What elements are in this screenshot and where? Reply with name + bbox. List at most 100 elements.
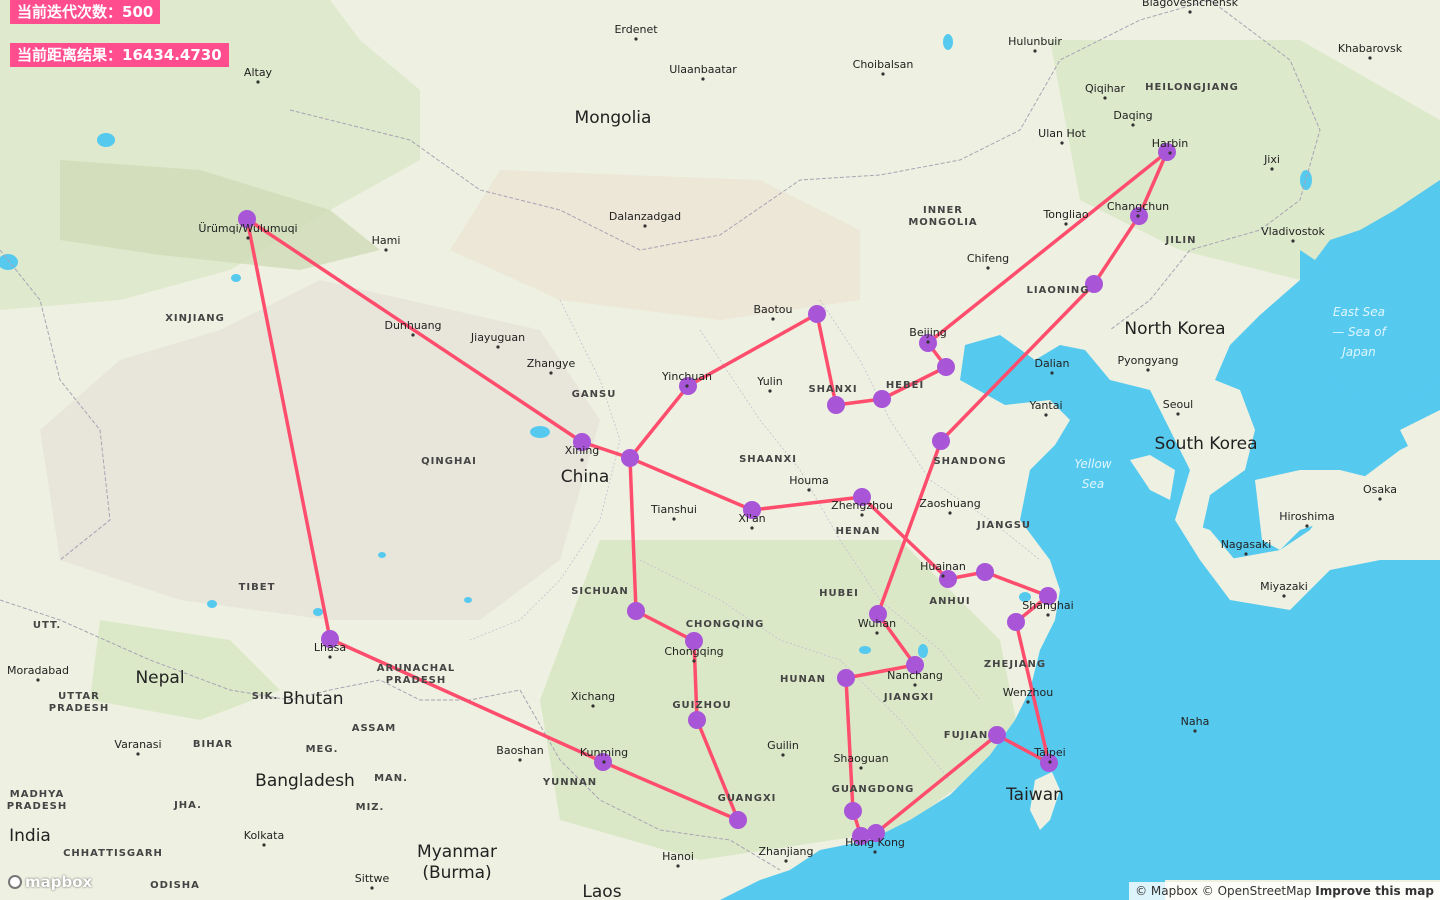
city-node[interactable]: [827, 396, 845, 414]
province-label: UTTAR: [58, 691, 100, 702]
province-label: SHAANXI: [739, 454, 797, 465]
city-dot: [1146, 368, 1150, 372]
city-node[interactable]: [937, 358, 955, 376]
city-label: Osaka: [1363, 483, 1397, 496]
city-label: Naha: [1181, 715, 1210, 728]
city-node[interactable]: [1085, 275, 1103, 293]
province-label: MONGOLIA: [908, 217, 977, 228]
province-label: HUNAN: [780, 674, 826, 685]
city-label: Tianshui: [650, 503, 697, 516]
distance-value: 16434.4730: [122, 46, 222, 64]
province-label: MAN.: [374, 773, 408, 784]
province-label: ASSAM: [352, 723, 396, 734]
city-label: Moradabad: [7, 664, 69, 677]
city-label: Yulin: [756, 375, 783, 388]
city-node[interactable]: [906, 656, 924, 674]
city-node[interactable]: [688, 711, 706, 729]
country-label: Bhutan: [282, 689, 343, 709]
province-label: GUIZHOU: [672, 700, 731, 711]
province-label: QINGHAI: [421, 456, 477, 467]
province-label: HEILONGJIANG: [1145, 82, 1239, 93]
city-dot: [1060, 141, 1064, 145]
city-node[interactable]: [844, 802, 862, 820]
city-node[interactable]: [573, 433, 591, 451]
city-dot: [1378, 497, 1382, 501]
country-label: North Korea: [1124, 319, 1225, 339]
city-dot: [1305, 524, 1309, 528]
city-node[interactable]: [1158, 143, 1176, 161]
city-node[interactable]: [238, 210, 256, 228]
country-label: China: [561, 467, 610, 487]
city-node[interactable]: [729, 811, 747, 829]
iteration-badge: 当前迭代次数：500: [10, 0, 161, 24]
city-node[interactable]: [627, 602, 645, 620]
improve-map-link[interactable]: Improve this map: [1315, 884, 1434, 898]
city-node[interactable]: [867, 824, 885, 842]
province-label: UTT.: [33, 620, 61, 631]
province-label: MIZ.: [356, 802, 385, 813]
city-label: Taipei: [1033, 746, 1066, 759]
distance-badge: 当前距离结果：16434.4730: [10, 43, 229, 67]
province-label: HUBEI: [819, 588, 859, 599]
city-node[interactable]: [743, 501, 761, 519]
city-node[interactable]: [873, 390, 891, 408]
sea-label: East Sea: [1333, 305, 1385, 319]
city-dot: [411, 333, 415, 337]
ocean: [0, 34, 1440, 900]
city-node[interactable]: [685, 632, 703, 650]
province-label: SHANDONG: [933, 456, 1006, 467]
province-label: GANSU: [572, 389, 617, 400]
mapbox-logo[interactable]: mapbox: [8, 873, 92, 891]
city-dot: [768, 389, 772, 393]
city-node[interactable]: [1007, 613, 1025, 631]
city-dot: [580, 458, 584, 462]
city-node[interactable]: [976, 563, 994, 581]
province-label: ARUNACHAL: [377, 663, 456, 674]
attribution-mapbox-link[interactable]: © Mapbox: [1135, 884, 1198, 898]
province-label: MADHYA: [10, 789, 64, 800]
city-label: Dalian: [1034, 357, 1069, 370]
province-label: PRADESH: [386, 675, 446, 686]
city-dot: [1368, 56, 1372, 60]
city-node[interactable]: [621, 449, 639, 467]
province-label: ZHEJIANG: [984, 659, 1046, 670]
city-dot: [634, 37, 638, 41]
city-label: Xichang: [571, 690, 615, 703]
city-node[interactable]: [321, 630, 339, 648]
province-label: YUNNAN: [542, 777, 597, 788]
country-label: Taiwan: [1005, 785, 1064, 805]
city-label: Pyongyang: [1117, 354, 1178, 367]
city-dot: [672, 517, 676, 521]
city-node[interactable]: [988, 726, 1006, 744]
city-label: Seoul: [1163, 398, 1194, 411]
city-node[interactable]: [837, 669, 855, 687]
city-label: Ulaanbaatar: [669, 63, 737, 76]
city-label: Lhasa: [314, 641, 346, 654]
city-dot: [136, 752, 140, 756]
city-label: Dunhuang: [384, 319, 441, 332]
city-dot: [881, 72, 885, 76]
city-dot: [1103, 96, 1107, 100]
city-node[interactable]: [869, 605, 887, 623]
city-label: Guilin: [767, 739, 799, 752]
city-dot: [643, 224, 647, 228]
terrain-shading: [0, 0, 1440, 860]
province-label: HEBEI: [886, 380, 924, 391]
city-node[interactable]: [808, 305, 826, 323]
city-labels: Blagoveshchensk Erdenet Hulunbuir Khabarovs…: [7, 0, 1403, 890]
attribution-osm-link[interactable]: © OpenStreetMap: [1201, 884, 1312, 898]
country-borders: [0, 0, 1321, 871]
city-dot: [873, 850, 877, 854]
city-label: Jiayuguan: [470, 331, 525, 344]
city-node[interactable]: [852, 827, 870, 845]
city-node[interactable]: [853, 488, 871, 506]
city-dot: [807, 488, 811, 492]
city-label: Khabarovsk: [1338, 42, 1403, 55]
city-node[interactable]: [1039, 587, 1057, 605]
city-node[interactable]: [932, 432, 950, 450]
city-dot: [549, 371, 553, 375]
city-dot: [860, 513, 864, 517]
country-label: Myanmar: [417, 842, 497, 862]
